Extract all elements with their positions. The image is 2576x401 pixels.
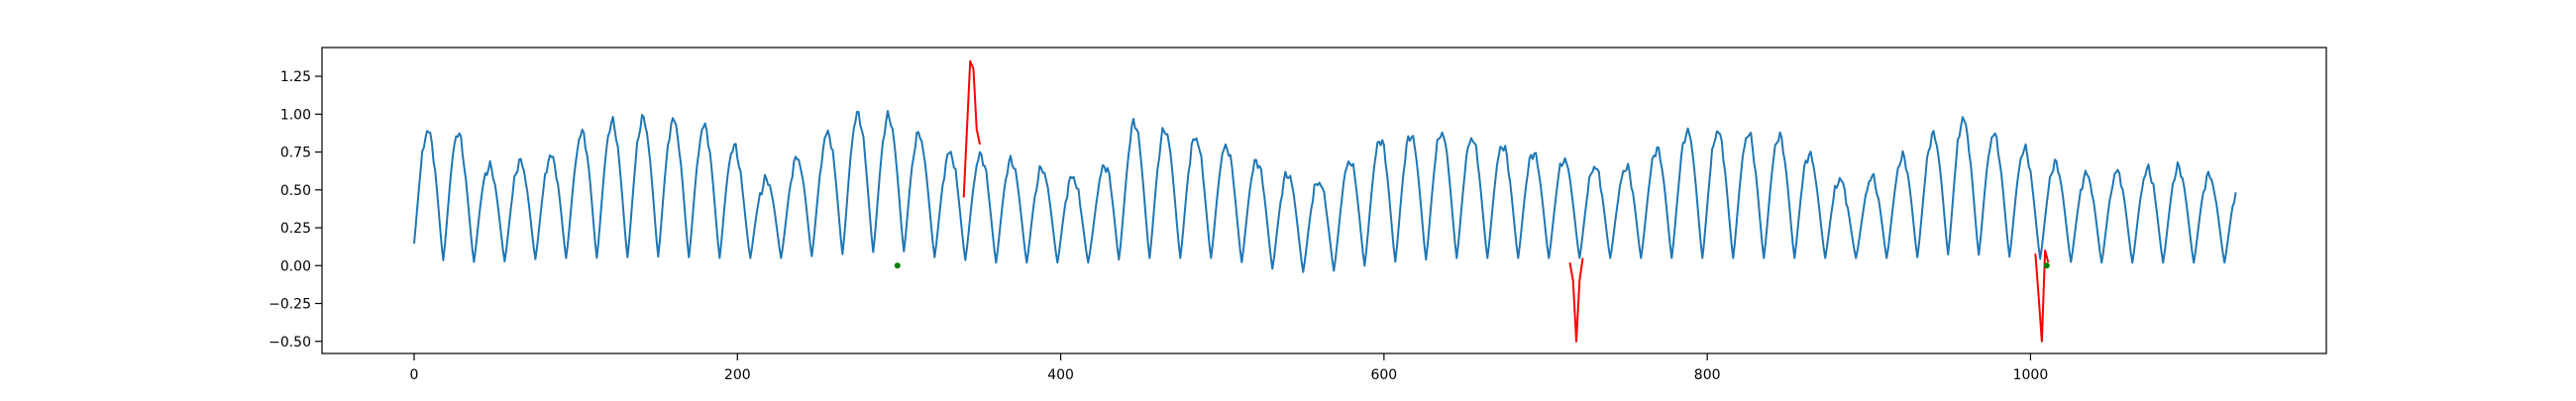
y-tick-label: −0.50 (268, 335, 311, 351)
y-tick-label: 1.25 (280, 69, 311, 85)
series-layer (412, 59, 2237, 343)
x-tick-label: 800 (1694, 367, 1721, 383)
anomaly-segment-1 (962, 59, 981, 198)
marker-point-1 (2043, 262, 2050, 269)
x-tick-label: 0 (410, 367, 419, 383)
marker-point-0 (894, 262, 901, 269)
y-tick-label: 0.75 (280, 146, 311, 161)
x-tick-label: 400 (1047, 367, 1074, 383)
y-tick-label: 1.00 (280, 107, 311, 123)
marker-layer (894, 262, 2050, 269)
anomaly-segment-3 (2034, 249, 2050, 343)
x-tick-label: 200 (724, 367, 751, 383)
anomaly-segment-2 (1568, 257, 1584, 343)
axes-layer: 0 200 400 600 800 1000 −0.50 −0.25 0.00 0.25 0.50 0… (268, 47, 2327, 383)
signal-line (412, 110, 2237, 273)
x-tick-label: 600 (1370, 367, 1397, 383)
y-tick-label: 0.00 (280, 258, 311, 274)
y-tick-label: 0.50 (280, 183, 311, 199)
y-tick-label: 0.25 (280, 221, 311, 237)
x-tick-label: 1000 (2013, 367, 2049, 383)
y-tick-label: −0.25 (268, 297, 311, 313)
axes-frame (321, 47, 2327, 354)
